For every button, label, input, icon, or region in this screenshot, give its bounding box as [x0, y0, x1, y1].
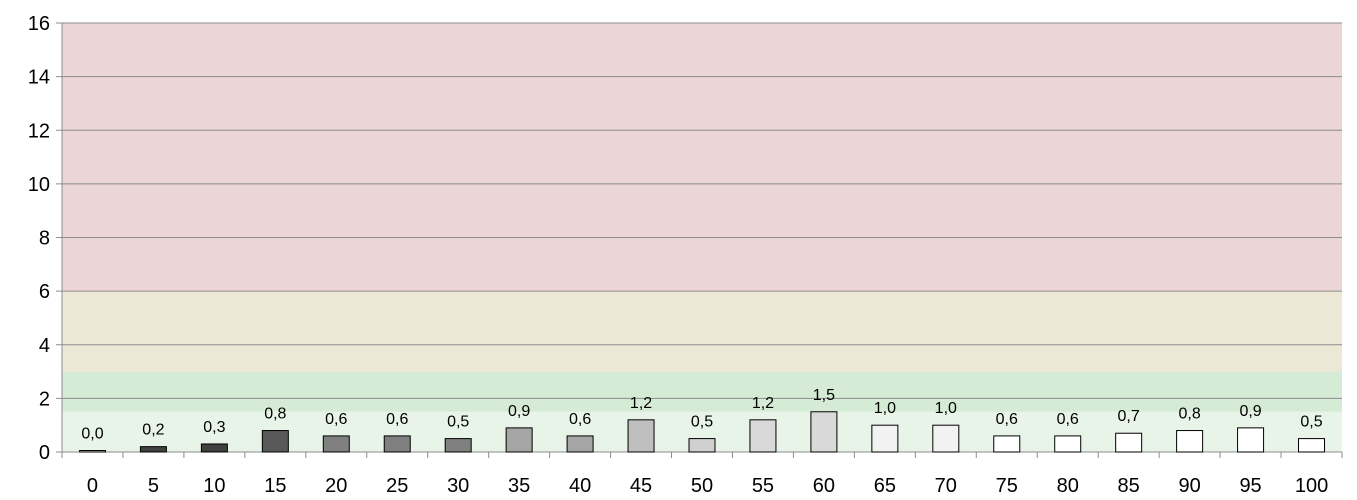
data-label-90: 0,8 [1178, 406, 1200, 423]
bar-60 [810, 411, 838, 453]
data-label-25: 0,6 [386, 411, 408, 428]
x-tick-label-70: 70 [935, 475, 957, 497]
data-label-50: 0,5 [691, 414, 713, 431]
data-label-35: 0,9 [508, 403, 530, 420]
data-label-65: 1,0 [874, 400, 896, 417]
bars [78, 411, 1326, 453]
y-tick-label: 4 [39, 335, 50, 357]
y-tick-label: 0 [39, 442, 50, 464]
x-tick-label-50: 50 [691, 475, 713, 497]
band-3 [62, 23, 1342, 292]
data-label-100: 0,5 [1300, 414, 1322, 431]
x-tick-labels: 0 5 10 15 20 25 30 35 40 45 50 55 60 65 70 75 80 85 90 95 10… [87, 475, 1328, 497]
x-tick-label-35: 35 [508, 475, 530, 497]
y-tick-label: 10 [28, 174, 50, 196]
bar-90 [1176, 430, 1204, 453]
y-tick-label: 2 [39, 388, 50, 410]
y-tick-label: 6 [39, 281, 50, 303]
data-label-10: 0,3 [203, 419, 225, 436]
x-tick-label-45: 45 [630, 475, 652, 497]
data-label-40: 0,6 [569, 411, 591, 428]
bar-45 [627, 419, 655, 453]
x-tick-label-60: 60 [813, 475, 835, 497]
x-tick-label-25: 25 [386, 475, 408, 497]
x-tick-label-10: 10 [203, 475, 225, 497]
bar-10 [200, 443, 228, 453]
data-label-60: 1,5 [813, 387, 835, 404]
x-tick-label-15: 15 [264, 475, 286, 497]
band-2 [62, 291, 1342, 372]
background-bands [62, 23, 1342, 452]
data-label-75: 0,6 [996, 411, 1018, 428]
data-label-5: 0,2 [142, 422, 164, 439]
data-label-85: 0,7 [1118, 408, 1140, 425]
bar-20 [322, 435, 350, 453]
gridlines [62, 22, 1342, 399]
y-tick-label: 12 [28, 120, 50, 142]
bar-65 [871, 424, 899, 453]
data-label-55: 1,2 [752, 395, 774, 412]
bar-100 [1298, 438, 1326, 453]
bar-0 [78, 450, 106, 453]
y-tick-label: 8 [39, 228, 50, 250]
y-tick-label: 14 [28, 67, 50, 89]
x-tick-label-80: 80 [1057, 475, 1079, 497]
band-1 [62, 371, 1342, 412]
x-tick-label-100: 100 [1295, 475, 1328, 497]
x-tick-label-90: 90 [1178, 475, 1200, 497]
bar-35 [505, 427, 533, 453]
bar-95 [1237, 427, 1265, 453]
data-label-30: 0,5 [447, 414, 469, 431]
x-tick-label-20: 20 [325, 475, 347, 497]
data-label-95: 0,9 [1239, 403, 1261, 420]
bar-85 [1115, 432, 1143, 453]
data-label-0: 0,0 [81, 426, 103, 443]
x-tick-label-30: 30 [447, 475, 469, 497]
y-tick-label: 16 [28, 13, 50, 35]
data-label-45: 1,2 [630, 395, 652, 412]
bar-30 [444, 438, 472, 453]
data-label-80: 0,6 [1057, 411, 1079, 428]
x-tick-label-0: 0 [87, 475, 98, 497]
data-label-20: 0,6 [325, 411, 347, 428]
x-tick-label-75: 75 [996, 475, 1018, 497]
x-tick-label-5: 5 [148, 475, 159, 497]
x-tick-label-65: 65 [874, 475, 896, 497]
bar-15 [261, 430, 289, 453]
x-tick-label-85: 85 [1118, 475, 1140, 497]
data-labels: 0,0 0,2 0,3 0,8 0,6 0,6 0,5 0,9 0,6 1,2 0,5 1,2 1,5 1… [81, 387, 1322, 443]
data-label-15: 0,8 [264, 406, 286, 423]
data-label-70: 1,0 [935, 400, 957, 417]
bar-5 [139, 446, 167, 453]
bar-55 [749, 419, 777, 453]
bar-70 [932, 424, 960, 453]
bar-40 [566, 435, 594, 453]
bar-50 [688, 438, 716, 453]
bar-80 [1054, 435, 1082, 453]
x-tick-label-95: 95 [1239, 475, 1261, 497]
x-tick-label-55: 55 [752, 475, 774, 497]
bar-75 [993, 435, 1021, 453]
x-tick-label-40: 40 [569, 475, 591, 497]
y-tick-labels: 0 2 4 6 8 10 12 14 16 [28, 13, 50, 464]
bar-25 [383, 435, 411, 453]
